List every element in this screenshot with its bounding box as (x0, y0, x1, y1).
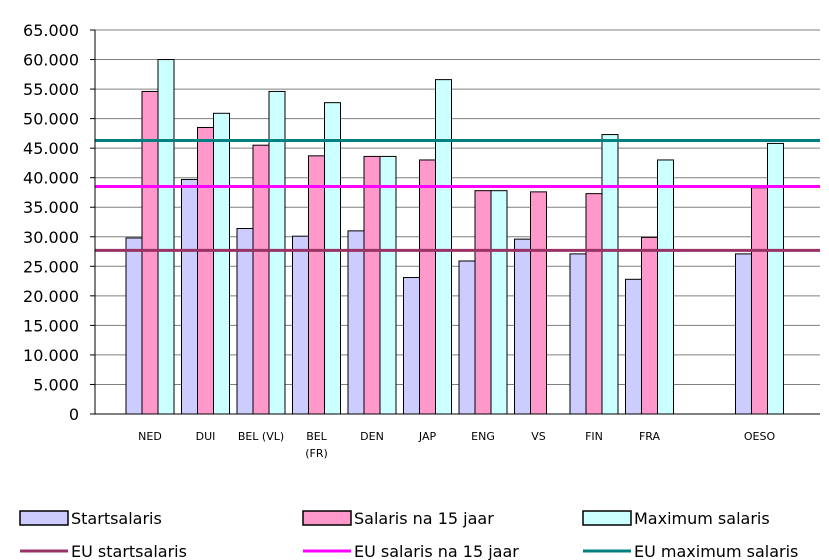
bar-salaris-na-15-jaar (308, 155, 325, 415)
legend-label: Maximum salaris (634, 509, 770, 528)
x-tick-label: (FR) (305, 447, 328, 460)
bar-salaris-na-15-jaar (530, 191, 547, 415)
bars (125, 59, 784, 415)
x-tick-label: FIN (585, 430, 603, 443)
x-tick-label: JAP (418, 430, 437, 443)
legend-swatch (19, 510, 69, 526)
legend-label: Startsalaris (71, 509, 162, 528)
bar-salaris-na-15-jaar (751, 187, 768, 415)
y-tick-label: 0 (69, 405, 79, 424)
bar-startsalaris (347, 230, 365, 415)
y-tick-label: 5.000 (33, 375, 79, 394)
reference-lines (95, 138, 820, 252)
bar-startsalaris (625, 278, 642, 415)
y-tick-label: 25.000 (23, 257, 79, 276)
x-tick-label: BEL (VL) (238, 430, 284, 443)
axes (90, 29, 820, 415)
x-tick-label: NED (138, 430, 162, 443)
bar-maximum-salaris (490, 190, 508, 415)
legend-swatch (582, 510, 632, 526)
bar-maximum-salaris (601, 134, 619, 415)
y-tick-label: 50.000 (23, 110, 79, 129)
x-tick-label: BEL (306, 430, 327, 443)
legend: Startsalaris Salaris na 15 jaar Maximum sa… (19, 509, 798, 560)
bar-startsalaris (292, 235, 309, 415)
y-tick-label: 55.000 (23, 80, 79, 99)
bar-maximum-salaris (767, 142, 784, 415)
y-tick-label: 40.000 (23, 169, 79, 188)
bar-salaris-na-15-jaar (419, 159, 436, 415)
bar-salaris-na-15-jaar (585, 193, 603, 415)
bar-maximum-salaris (657, 159, 674, 415)
legend-label: EU startsalaris (71, 542, 187, 560)
bar-startsalaris (181, 178, 198, 415)
x-tick-label: ENG (471, 430, 495, 443)
bar-startsalaris (125, 237, 143, 415)
x-tick-label: FRA (639, 430, 661, 443)
x-tick-label: DUI (196, 430, 216, 443)
bar-maximum-salaris (213, 112, 230, 415)
x-tick-label: OESO (744, 430, 776, 443)
bar-salaris-na-15-jaar (641, 236, 658, 415)
legend-swatch (302, 510, 352, 526)
y-tick-label: 45.000 (23, 139, 79, 158)
bar-salaris-na-15-jaar (474, 190, 492, 415)
x-tick-label: DEN (360, 430, 384, 443)
bar-maximum-salaris (379, 155, 397, 415)
x-tick-label: VS (531, 430, 546, 443)
y-tick-labels: 0 5.000 10.000 15.000 20.000 25.000 30.000 35.0… (23, 21, 79, 424)
bar-startsalaris (514, 238, 531, 415)
bar-maximum-salaris (435, 79, 452, 415)
bar-startsalaris (403, 277, 420, 415)
bar-salaris-na-15-jaar (363, 155, 381, 415)
y-tick-label: 10.000 (23, 346, 79, 365)
bar-startsalaris (458, 260, 476, 415)
y-tick-label: 30.000 (23, 228, 79, 247)
legend-label: Salaris na 15 jaar (354, 509, 494, 528)
bar-startsalaris (735, 253, 752, 415)
legend-label: EU salaris na 15 jaar (354, 542, 519, 560)
y-tick-label: 60.000 (23, 51, 79, 70)
bar-startsalaris (236, 227, 254, 415)
y-tick-label: 65.000 (23, 21, 79, 40)
legend-label: EU maximum salaris (634, 542, 798, 560)
y-tick-label: 20.000 (23, 287, 79, 306)
bar-maximum-salaris (157, 59, 175, 415)
bar-maximum-salaris (324, 102, 341, 415)
y-tick-label: 15.000 (23, 316, 79, 335)
bar-salaris-na-15-jaar (197, 126, 214, 415)
y-tick-label: 35.000 (23, 198, 79, 217)
x-tick-labels: NED DUI BEL (VL) BEL (FR) DEN JAP ENG VS FIN FRA OE… (138, 430, 775, 460)
bar-startsalaris (569, 253, 587, 415)
